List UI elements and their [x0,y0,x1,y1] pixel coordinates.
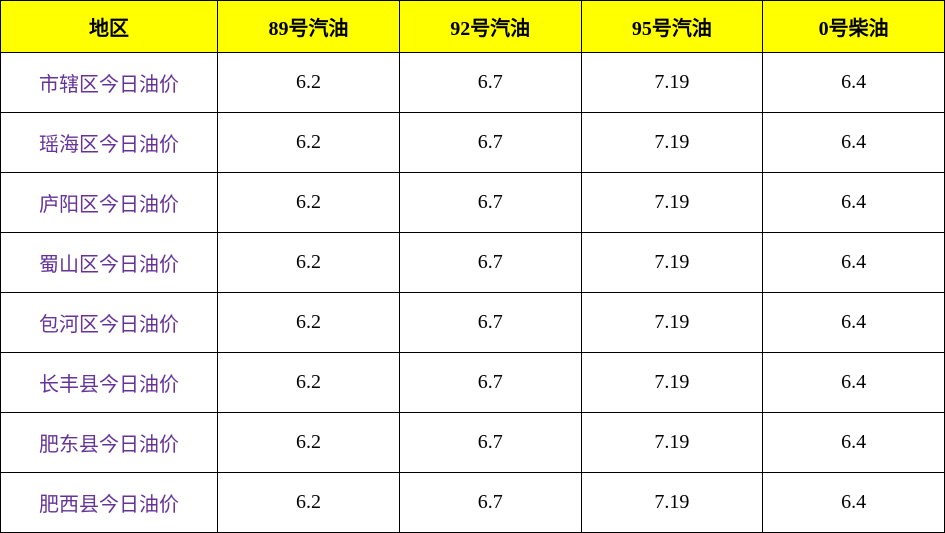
cell-p95: 7.19 [581,353,763,413]
header-region: 地区 [1,1,218,53]
table-body: 市辖区今日油价 6.2 6.7 7.19 6.4 瑶海区今日油价 6.2 6.7… [1,53,945,533]
cell-p89: 6.2 [218,293,400,353]
cell-p92: 6.7 [399,473,581,533]
cell-p0: 6.4 [763,473,945,533]
cell-p95: 7.19 [581,113,763,173]
header-89: 89号汽油 [218,1,400,53]
table-row: 长丰县今日油价 6.2 6.7 7.19 6.4 [1,353,945,413]
table-row: 肥西县今日油价 6.2 6.7 7.19 6.4 [1,473,945,533]
cell-p0: 6.4 [763,233,945,293]
cell-p89: 6.2 [218,353,400,413]
cell-p92: 6.7 [399,353,581,413]
header-0: 0号柴油 [763,1,945,53]
cell-p92: 6.7 [399,293,581,353]
cell-p95: 7.19 [581,473,763,533]
table-row: 包河区今日油价 6.2 6.7 7.19 6.4 [1,293,945,353]
table-row: 庐阳区今日油价 6.2 6.7 7.19 6.4 [1,173,945,233]
cell-p0: 6.4 [763,293,945,353]
cell-p89: 6.2 [218,413,400,473]
cell-p95: 7.19 [581,53,763,113]
cell-region: 包河区今日油价 [1,293,218,353]
cell-p89: 6.2 [218,233,400,293]
cell-p0: 6.4 [763,53,945,113]
table-row: 蜀山区今日油价 6.2 6.7 7.19 6.4 [1,233,945,293]
cell-region: 肥东县今日油价 [1,413,218,473]
table-row: 肥东县今日油价 6.2 6.7 7.19 6.4 [1,413,945,473]
cell-p95: 7.19 [581,233,763,293]
cell-region: 蜀山区今日油价 [1,233,218,293]
header-95: 95号汽油 [581,1,763,53]
cell-p92: 6.7 [399,233,581,293]
cell-p92: 6.7 [399,113,581,173]
cell-region: 肥西县今日油价 [1,473,218,533]
cell-p0: 6.4 [763,353,945,413]
cell-p95: 7.19 [581,413,763,473]
cell-p0: 6.4 [763,113,945,173]
oil-price-table: 地区 89号汽油 92号汽油 95号汽油 0号柴油 市辖区今日油价 6.2 6.… [0,0,945,533]
cell-p89: 6.2 [218,473,400,533]
cell-region: 瑶海区今日油价 [1,113,218,173]
cell-p92: 6.7 [399,413,581,473]
table-row: 瑶海区今日油价 6.2 6.7 7.19 6.4 [1,113,945,173]
cell-p89: 6.2 [218,53,400,113]
cell-region: 市辖区今日油价 [1,53,218,113]
cell-region: 庐阳区今日油价 [1,173,218,233]
table-header-row: 地区 89号汽油 92号汽油 95号汽油 0号柴油 [1,1,945,53]
cell-p92: 6.7 [399,173,581,233]
cell-p0: 6.4 [763,413,945,473]
cell-p95: 7.19 [581,173,763,233]
cell-p89: 6.2 [218,173,400,233]
table-row: 市辖区今日油价 6.2 6.7 7.19 6.4 [1,53,945,113]
cell-p0: 6.4 [763,173,945,233]
cell-region: 长丰县今日油价 [1,353,218,413]
cell-p95: 7.19 [581,293,763,353]
cell-p89: 6.2 [218,113,400,173]
header-92: 92号汽油 [399,1,581,53]
cell-p92: 6.7 [399,53,581,113]
